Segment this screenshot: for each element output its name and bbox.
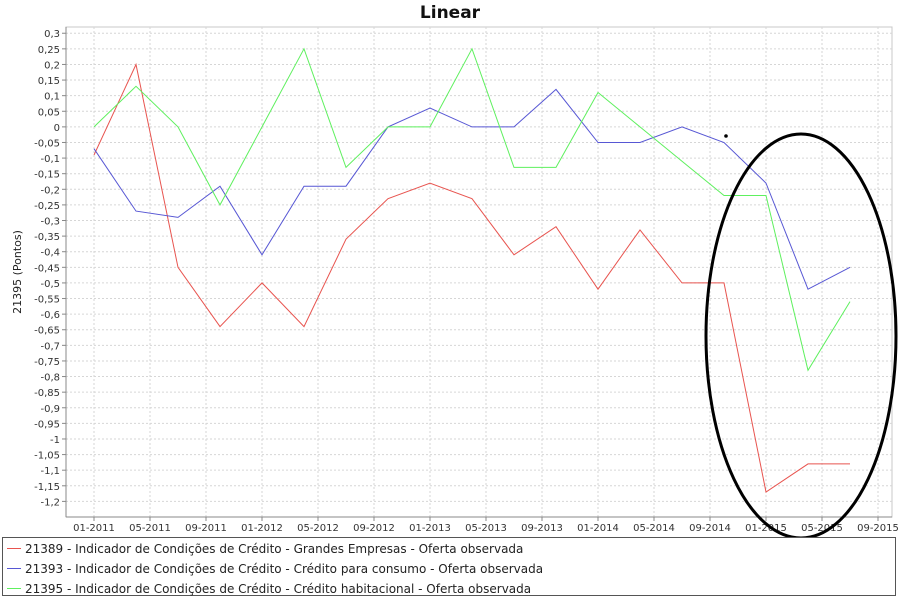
y-tick-label: 0,05 [38, 107, 60, 118]
annotation-dot [724, 134, 728, 138]
x-tick-label: 01-2013 [409, 523, 451, 534]
y-tick-label: -0,8 [40, 373, 60, 384]
plot-area [65, 26, 893, 518]
x-tick-label: 01-2015 [745, 523, 787, 534]
y-axis-label: 21395 (Pontos) [11, 230, 24, 314]
y-tick-label: -0,05 [34, 138, 60, 149]
y-tick-label: -0,5 [40, 279, 60, 290]
legend-label: 21389 - Indicador de Condições de Crédit… [25, 542, 524, 556]
y-tick-label: 0,2 [44, 60, 60, 71]
legend: 21389 - Indicador de Condições de Crédit… [2, 537, 896, 596]
y-tick-label: -0,35 [34, 232, 60, 243]
y-tick-label: -0,85 [34, 388, 60, 399]
x-tick-label: 05-2013 [465, 523, 507, 534]
y-tick-label: -1,05 [34, 451, 60, 462]
y-tick-label: -0,45 [34, 263, 60, 274]
y-tick-label: -1,1 [40, 466, 60, 477]
y-tick-label: -0,15 [34, 170, 60, 181]
series-line-3 [93, 47, 851, 372]
x-tick-label: 01-2011 [73, 523, 115, 534]
y-tick-label: -1 [50, 435, 60, 446]
y-tick-label: 0,3 [44, 29, 60, 40]
legend-swatch [7, 548, 21, 549]
y-tick-label: -0,95 [34, 419, 60, 430]
x-tick-label: 05-2012 [297, 523, 339, 534]
x-tick-label: 05-2015 [801, 523, 843, 534]
y-tick-label: -0,9 [40, 404, 60, 415]
series-line-2 [93, 88, 851, 290]
y-tick-label: -1,15 [34, 482, 60, 493]
y-tick-label: -0,6 [40, 310, 60, 321]
legend-item: 21393 - Indicador de Condições de Crédit… [7, 560, 543, 578]
x-tick-label: 09-2014 [689, 523, 731, 534]
y-tick-label: 0,25 [38, 45, 60, 56]
x-tick-label: 09-2012 [353, 523, 395, 534]
x-tick-label: 09-2015 [857, 523, 899, 534]
y-tick-label: -0,65 [34, 326, 60, 337]
x-tick-label: 01-2012 [241, 523, 283, 534]
legend-item: 21395 - Indicador de Condições de Crédit… [7, 580, 531, 598]
y-tick-label: -0,75 [34, 357, 60, 368]
y-tick-label: -0,4 [40, 248, 60, 259]
series-line-1 [93, 62, 850, 493]
x-tick-label: 09-2013 [521, 523, 563, 534]
y-tick-label: -0,3 [40, 217, 60, 228]
chart-title: Linear [420, 3, 481, 23]
y-tick-label: -0,1 [40, 154, 60, 165]
y-tick-label: -0,25 [34, 201, 60, 212]
y-tick-label: -1,2 [40, 497, 60, 508]
legend-label: 21393 - Indicador de Condições de Crédit… [25, 562, 544, 576]
legend-swatch [7, 568, 21, 569]
legend-label: 21395 - Indicador de Condições de Crédit… [25, 582, 532, 596]
y-tick-label: -0,2 [40, 185, 60, 196]
y-tick-label: 0 [54, 123, 60, 134]
x-tick-label: 05-2011 [129, 523, 171, 534]
x-tick-label: 05-2014 [633, 523, 675, 534]
x-tick-label: 01-2014 [577, 523, 619, 534]
x-tick-label: 09-2011 [185, 523, 227, 534]
legend-item: 21389 - Indicador de Condições de Crédit… [7, 540, 523, 558]
y-tick-label: 0,1 [44, 92, 60, 103]
y-tick-label: 0,15 [38, 76, 60, 87]
y-tick-label: -0,7 [40, 341, 60, 352]
legend-swatch [7, 588, 21, 589]
y-tick-label: -0,55 [34, 295, 60, 306]
